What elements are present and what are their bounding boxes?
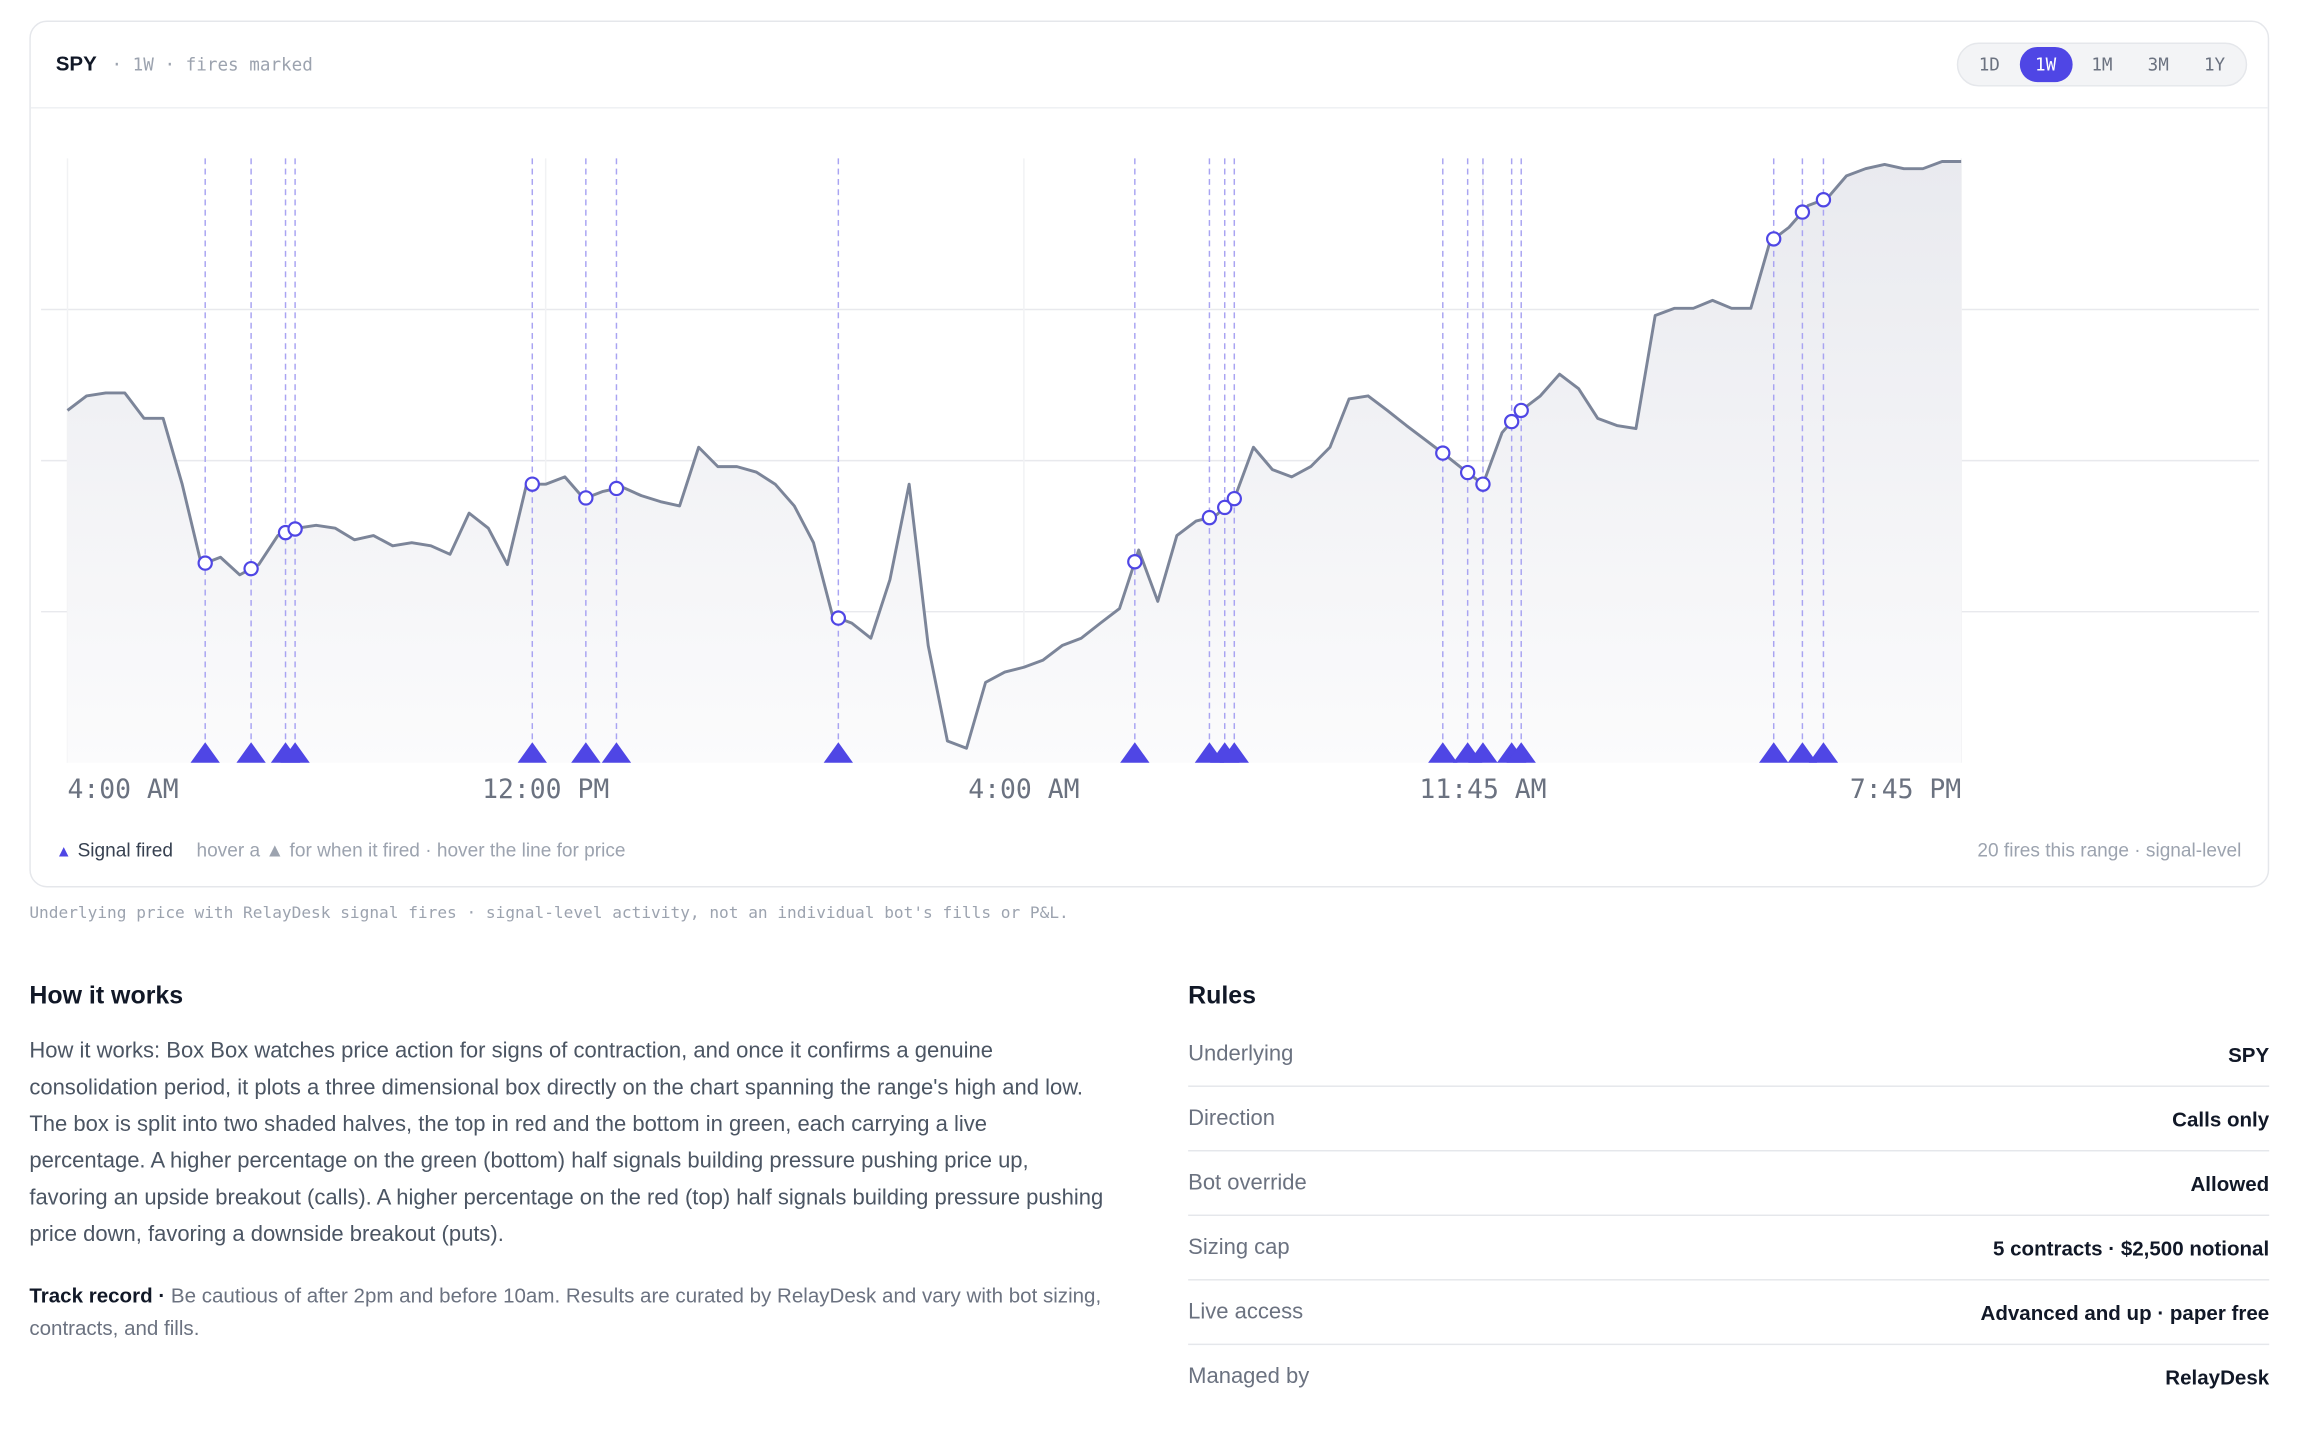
- range-button[interactable]: 3M: [2147, 54, 2169, 75]
- chart-subtitle: · 1W · fires marked: [111, 54, 313, 75]
- fire-marker[interactable]: [1428, 742, 1458, 763]
- rules-table: Underlying SPY Direction Calls only Bot over…: [1188, 1022, 2270, 1408]
- track-label: Track record ·: [29, 1283, 166, 1307]
- fire-marker[interactable]: [517, 742, 547, 763]
- price-line: [66, 160, 1962, 750]
- fire-marker[interactable]: [1787, 742, 1818, 763]
- fire-point: [197, 555, 213, 571]
- fire-marker[interactable]: [601, 742, 632, 763]
- rule-value: SPY: [2228, 1042, 2270, 1066]
- fire-point: [1475, 476, 1491, 492]
- track-record: Track record · Be cautious of after 2pm …: [29, 1279, 1107, 1344]
- fire-point: [1459, 464, 1476, 481]
- section-title: Rules: [1188, 981, 1257, 1010]
- fire-point: [524, 476, 540, 492]
- fire-point: [1226, 490, 1242, 507]
- rule-value: RelayDesk: [2165, 1364, 2270, 1389]
- rule-row: Direction Calls only: [1188, 1087, 2270, 1152]
- rule-row: Live access Advanced and up · paper free: [1188, 1281, 2270, 1346]
- x-tick-label: 4:00 AM: [67, 774, 178, 805]
- header-divider: [30, 107, 2268, 109]
- fire-marker[interactable]: [823, 742, 854, 763]
- fire-point: [1766, 231, 1782, 247]
- fire-marker[interactable]: [1759, 742, 1789, 763]
- fire-point: [1201, 509, 1218, 526]
- fire-marker[interactable]: [571, 742, 601, 763]
- chart: 4:00 AM 12:00 PM 4:00 AM 11:45 AM 7:45 PM: [41, 158, 2259, 805]
- range-selector: 1D 1W 1M 3M 1Y: [1956, 42, 2248, 87]
- fire-marker[interactable]: [1120, 742, 1150, 763]
- fire-point: [287, 521, 303, 537]
- fire-marker[interactable]: [1808, 742, 1839, 763]
- x-tick-label: 12:00 PM: [482, 774, 609, 805]
- rule-row: Managed by RelayDesk: [1188, 1345, 2269, 1408]
- legend-entry: ▲ Signal fired: [56, 839, 173, 861]
- fire-point: [578, 490, 594, 506]
- track-text: Be cautious of after 2pm and before 10am…: [29, 1283, 1102, 1340]
- range-button[interactable]: 1D: [1978, 54, 2000, 75]
- area-fill: [67, 161, 1962, 763]
- fire-marker[interactable]: [236, 742, 266, 763]
- rule-label: Bot override: [1188, 1170, 1307, 1196]
- range-button[interactable]: 1W: [2019, 46, 2073, 83]
- range-button[interactable]: 1Y: [2203, 54, 2226, 75]
- legend-label: Signal fired: [77, 839, 173, 862]
- rule-value: Advanced and up · paper free: [1980, 1300, 2270, 1324]
- fire-point: [1217, 499, 1233, 516]
- fire-point: [1815, 192, 1832, 208]
- rule-label: Sizing cap: [1188, 1235, 1290, 1261]
- rule-label: Direction: [1188, 1105, 1275, 1131]
- rule-label: Managed by: [1188, 1364, 1310, 1390]
- legend-marker: ▲: [55, 843, 72, 862]
- caption: Underlying price with RelayDesk signal f…: [29, 903, 1069, 923]
- fire-point: [1794, 204, 1811, 220]
- fire-point: [830, 610, 847, 626]
- fire-point: [243, 560, 259, 577]
- fire-point: [1127, 554, 1143, 570]
- rule-value: 5 contracts · $2,500 notional: [1993, 1235, 2270, 1260]
- rule-label: Live access: [1188, 1299, 1304, 1325]
- fire-point: [1435, 445, 1451, 461]
- rule-row: Underlying SPY: [1188, 1022, 2270, 1087]
- fire-count: 20 fires this range · signal-level: [1977, 839, 2242, 862]
- paragraph: How it works: Box Box watches price acti…: [29, 1038, 1104, 1247]
- legend: ▲ Signal fired hover a ▲ for when it fire…: [56, 839, 626, 861]
- fire-marker[interactable]: [1506, 742, 1536, 763]
- fire-marker[interactable]: [1468, 742, 1498, 763]
- rule-row: Sizing cap 5 contracts · $2,500 notional: [1188, 1216, 2270, 1281]
- fire-marker[interactable]: [1219, 742, 1249, 763]
- fire-point: [1503, 413, 1520, 430]
- rule-value: Calls only: [2172, 1106, 2270, 1131]
- rule-label: Underlying: [1188, 1041, 1294, 1067]
- rule-row: Bot override Allowed: [1188, 1151, 2270, 1217]
- range-button[interactable]: 1M: [2091, 54, 2113, 75]
- fire-point: [1513, 402, 1529, 419]
- section-title: How it works: [29, 981, 184, 1010]
- x-tick-label: 4:00 AM: [968, 774, 1079, 805]
- x-tick-label: 7:45 PM: [1850, 774, 1961, 805]
- fire-marker[interactable]: [190, 742, 220, 763]
- rule-value: Allowed: [2190, 1171, 2270, 1195]
- fire-marker[interactable]: [280, 742, 310, 763]
- x-tick-label: 11:45 AM: [1419, 774, 1546, 805]
- fire-point: [608, 480, 625, 497]
- legend-hint: hover a ▲ for when it fired · hover the …: [196, 839, 626, 862]
- symbol: SPY: [55, 51, 97, 75]
